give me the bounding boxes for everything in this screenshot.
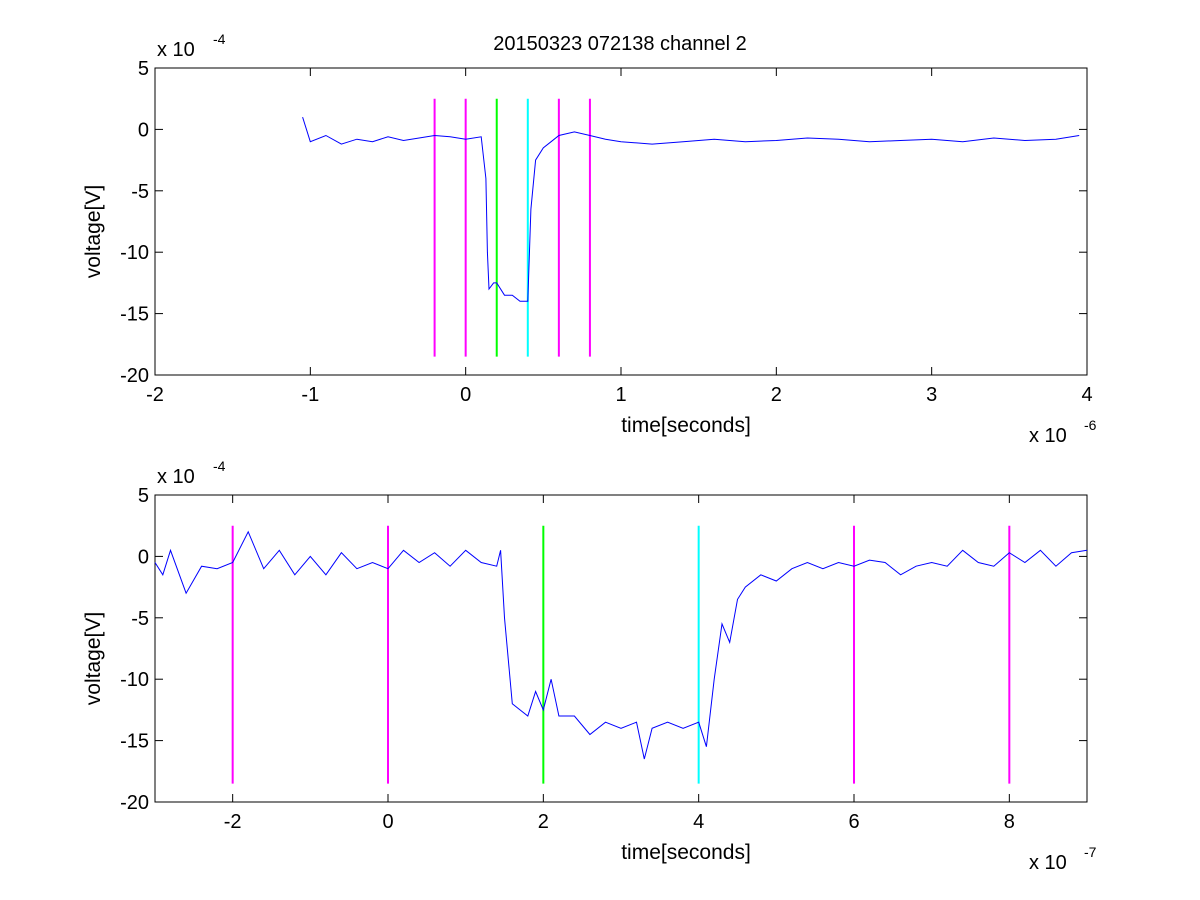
y-tick-label: -15 xyxy=(120,304,149,326)
y-tick-label: -15 xyxy=(120,731,149,753)
y-tick-label: -20 xyxy=(120,365,149,387)
axes-frame xyxy=(154,67,1088,376)
figure-title: 20150323 072138 channel 2 xyxy=(493,33,747,55)
x-tick-label: -1 xyxy=(301,384,319,406)
x-tick-label: 3 xyxy=(926,384,937,406)
x-tick-label: 2 xyxy=(538,811,549,833)
x-exponent-label: x 10 xyxy=(1029,425,1067,447)
signal-series-line xyxy=(154,530,1088,760)
x-tick-label: 0 xyxy=(382,811,393,833)
y-tick-label: -5 xyxy=(131,608,149,630)
x-tick-label: 1 xyxy=(615,384,626,406)
x-exponent-label: x 10 xyxy=(1029,852,1067,874)
y-exponent-label: x 10 xyxy=(157,466,195,488)
y-tick-label: 5 xyxy=(138,58,149,80)
y-tick-label: -5 xyxy=(131,181,149,203)
x-tick-label: 0 xyxy=(460,384,471,406)
top-subplot: -2 -1 0 1 2 3 450-5-10-15-20time[seconds]volta… xyxy=(82,31,1097,447)
x-tick-label: 6 xyxy=(848,811,859,833)
x-exponent-power: -6 xyxy=(1084,417,1097,433)
y-axis-label: voltage[V] xyxy=(82,185,105,278)
x-tick-label: -2 xyxy=(146,384,164,406)
signal-series-line xyxy=(302,116,1080,302)
x-axis-label: time[seconds] xyxy=(621,841,751,864)
y-tick-label: -10 xyxy=(120,669,149,691)
x-axis-label: time[seconds] xyxy=(621,414,751,437)
y-tick-label: -20 xyxy=(120,792,149,814)
axes-frame xyxy=(154,494,1088,803)
x-tick-label: -2 xyxy=(224,811,242,833)
y-tick-label: 0 xyxy=(138,119,149,141)
x-tick-label: 4 xyxy=(1081,384,1092,406)
x-tick-label: 4 xyxy=(693,811,704,833)
y-exponent-power: -4 xyxy=(213,458,226,474)
x-tick-label: 8 xyxy=(1004,811,1015,833)
y-tick-label: 5 xyxy=(138,485,149,507)
y-exponent-label: x 10 xyxy=(157,39,195,61)
y-axis-label: voltage[V] xyxy=(82,612,105,705)
y-tick-label: 0 xyxy=(138,546,149,568)
x-tick-label: 2 xyxy=(771,384,782,406)
y-tick-label: -10 xyxy=(120,242,149,264)
bottom-subplot: -2 0 2 4 6 850-5-10-15-20time[seconds]voltage… xyxy=(82,458,1097,874)
y-exponent-power: -4 xyxy=(213,31,226,47)
x-exponent-power: -7 xyxy=(1084,844,1097,860)
